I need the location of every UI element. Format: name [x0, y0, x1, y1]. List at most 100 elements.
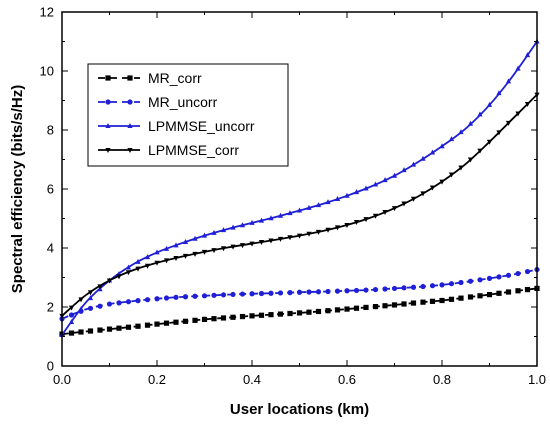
series-point	[182, 253, 189, 259]
series-point	[277, 290, 284, 296]
series-point	[192, 251, 198, 257]
series-point	[201, 249, 208, 255]
series-point	[486, 292, 493, 298]
series-point	[192, 293, 198, 299]
series-point	[515, 270, 521, 277]
series-point	[344, 222, 350, 228]
series-point	[515, 288, 521, 294]
legend-label: LPMMSE_corr	[148, 142, 239, 158]
series-point	[268, 312, 274, 318]
series-MR_uncorr	[59, 266, 540, 322]
series-point	[420, 283, 426, 290]
series-point	[325, 227, 331, 233]
series-point	[68, 312, 75, 318]
series-point	[315, 308, 322, 315]
x-tick-label: 0.2	[148, 372, 166, 387]
legend-swatch-marker	[105, 99, 111, 105]
series-point	[154, 260, 160, 266]
series-point	[486, 275, 493, 281]
series-point	[372, 286, 379, 293]
series-point	[496, 130, 502, 136]
series-point	[458, 165, 464, 171]
series-point	[363, 304, 369, 311]
series-point	[410, 284, 417, 290]
series-point	[429, 298, 436, 304]
series-point	[201, 293, 208, 299]
series-point	[106, 301, 113, 307]
series-point	[382, 286, 388, 292]
series-point	[163, 258, 170, 264]
series-point	[287, 290, 293, 296]
series-point	[306, 309, 312, 315]
series-point	[116, 325, 122, 331]
series-point	[78, 306, 84, 312]
series-point	[344, 288, 350, 294]
legend-swatch-marker	[127, 75, 133, 81]
series-point	[249, 291, 255, 297]
y-tick-label: 10	[40, 64, 54, 79]
series-point	[315, 229, 322, 235]
series-point	[420, 155, 426, 161]
series-point	[154, 296, 160, 302]
series-point	[125, 270, 132, 276]
series-point	[258, 240, 265, 246]
series-point	[391, 206, 398, 212]
legend-label: MR_uncorr	[148, 94, 218, 110]
series-point	[410, 161, 417, 167]
series-point	[467, 278, 474, 284]
series-point	[258, 312, 265, 318]
x-tick-label: 0.4	[243, 372, 261, 387]
series-point	[458, 129, 464, 135]
series-point	[239, 313, 246, 320]
series-point	[220, 246, 227, 252]
series-point	[211, 292, 217, 298]
series-point	[391, 172, 398, 178]
series-point	[477, 277, 483, 283]
series-point	[116, 300, 122, 306]
series-point	[287, 210, 293, 216]
series-point	[439, 179, 445, 185]
series-point	[135, 323, 141, 329]
series-point	[306, 204, 312, 210]
y-tick-label: 12	[40, 5, 54, 20]
series-point	[429, 149, 436, 155]
legend-swatch-marker	[105, 75, 111, 81]
series-point	[515, 111, 521, 117]
series-point	[78, 329, 84, 335]
series-point	[268, 290, 274, 296]
series-point	[220, 292, 227, 298]
series-point	[496, 274, 502, 280]
series-point	[192, 235, 198, 241]
series-point	[344, 306, 350, 312]
series-point	[296, 233, 303, 239]
legend-label: LPMMSE_uncorr	[148, 118, 255, 134]
legend-swatch-marker	[127, 99, 133, 105]
series-point	[125, 264, 132, 270]
series-point	[277, 311, 284, 317]
series-point	[68, 330, 75, 336]
series-point	[249, 241, 255, 247]
series-point	[230, 314, 236, 320]
series-point	[524, 102, 531, 108]
series-point	[353, 287, 360, 294]
x-tick-label: 0.0	[53, 372, 71, 387]
series-point	[268, 215, 274, 221]
series-point	[486, 139, 493, 145]
series-point	[363, 185, 369, 191]
series-point	[505, 78, 512, 84]
series-point	[401, 285, 407, 291]
series-point	[477, 111, 483, 117]
series-point	[372, 181, 379, 187]
series-point	[524, 268, 531, 275]
legend-swatch-marker	[105, 123, 111, 128]
series-point	[163, 245, 170, 251]
series-point	[448, 136, 455, 142]
legend: MR_corr MR_uncorr LPMMSE_uncorr LPMMSE_corr	[87, 63, 289, 167]
series-point	[429, 185, 436, 191]
series-point	[106, 326, 113, 332]
series-point	[230, 291, 236, 298]
series-point	[401, 201, 407, 207]
x-axis-title: User locations (km)	[230, 401, 369, 418]
plot-area	[59, 38, 540, 338]
